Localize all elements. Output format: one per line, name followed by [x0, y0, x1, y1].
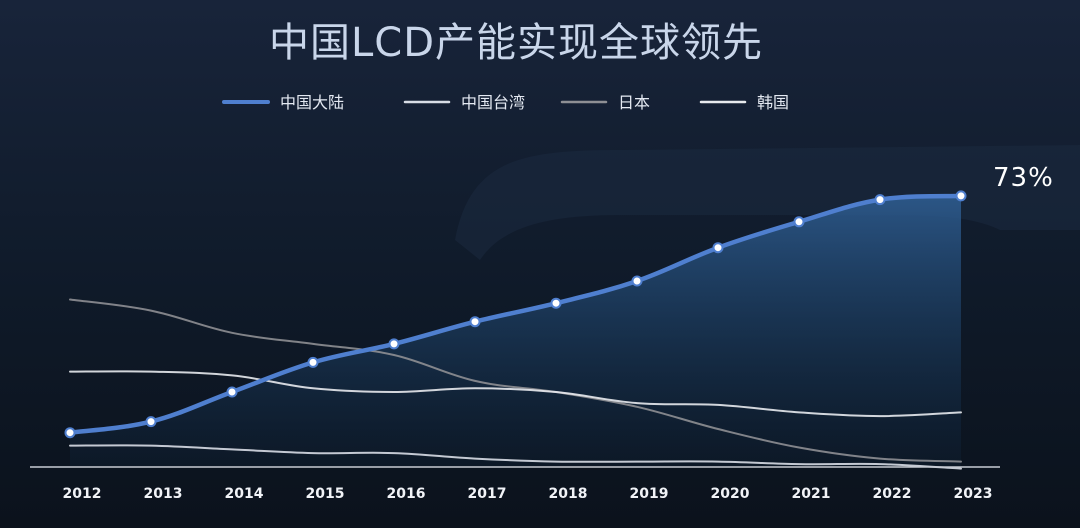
x-tick-2017: 2017: [468, 486, 507, 502]
x-axis-ticks: 2012 2013 2014 2015 2016 2017 2018 2019 2020 2021…: [63, 486, 993, 502]
point-mainland-2018: [550, 297, 562, 309]
x-tick-2018: 2018: [549, 486, 588, 502]
x-tick-2013: 2013: [144, 486, 183, 502]
legend-label-japan: 日本: [618, 93, 650, 112]
series-lines: [67, 193, 964, 470]
series-line-mainland: [67, 193, 964, 435]
x-tick-2015: 2015: [306, 486, 345, 502]
point-mainland-2012: [64, 427, 76, 439]
mainland-area-fill: [70, 195, 961, 466]
chart-title: 中国LCD产能实现全球领先: [269, 20, 763, 66]
point-mainland-2019: [631, 275, 643, 287]
point-mainland-2020: [712, 242, 724, 254]
point-mainland-2017: [469, 316, 481, 328]
point-mainland-2015: [307, 356, 319, 368]
legend-label-korea: 韩国: [757, 93, 789, 112]
legend-label-mainland: 中国大陆: [280, 93, 344, 112]
point-mainland-2016: [388, 338, 400, 350]
x-tick-2016: 2016: [387, 486, 426, 502]
legend: 中国大陆 中国台湾 日本 韩国: [222, 93, 789, 112]
x-tick-2020: 2020: [711, 486, 750, 502]
series-line-korea: [69, 370, 962, 418]
point-mainland-2013: [145, 416, 157, 428]
point-mainland-2022: [874, 194, 886, 206]
legend-label-taiwan: 中国台湾: [461, 93, 525, 112]
x-tick-2019: 2019: [630, 486, 669, 502]
x-tick-2023: 2023: [954, 486, 993, 502]
background-shape: [455, 145, 1080, 260]
x-tick-2022: 2022: [873, 486, 912, 502]
series-line-japan: [69, 298, 962, 463]
point-mainland-2023: [955, 190, 967, 202]
x-tick-2014: 2014: [225, 486, 264, 502]
x-tick-2012: 2012: [63, 486, 102, 502]
end-value-label: 73%: [993, 163, 1054, 193]
mainland-markers: [64, 190, 967, 439]
x-tick-2021: 2021: [792, 486, 831, 502]
series-line-taiwan: [69, 444, 962, 470]
point-mainland-2014: [226, 386, 238, 398]
point-mainland-2021: [793, 216, 805, 228]
